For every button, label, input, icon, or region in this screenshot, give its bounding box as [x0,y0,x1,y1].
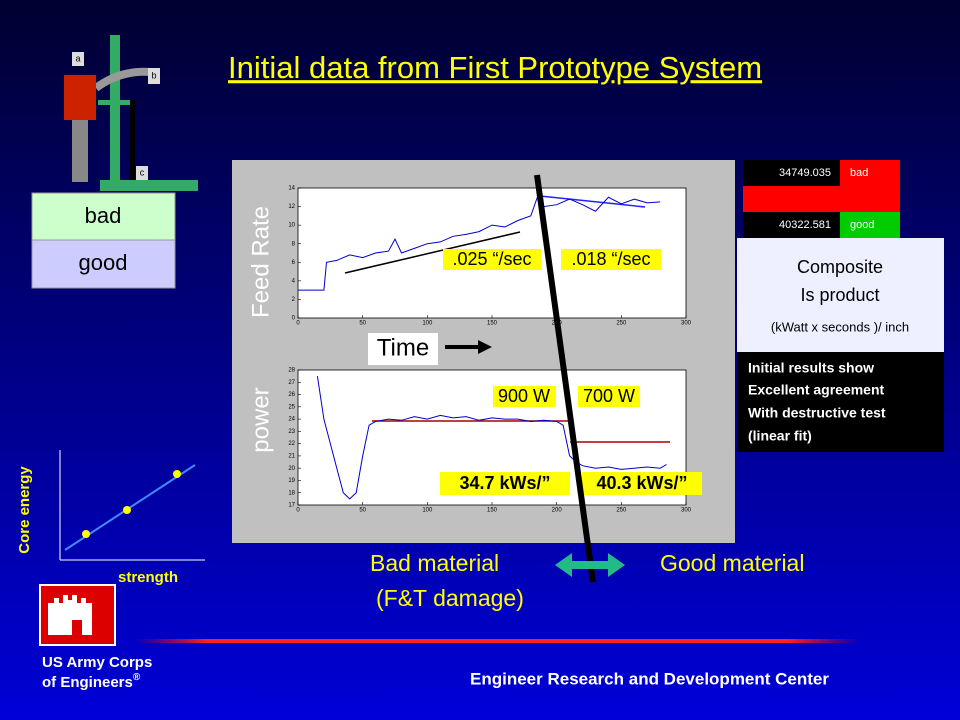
composite-text: Composite [797,257,883,277]
y-tick-label: 26 [288,392,295,398]
y-tick-label: 21 [288,453,295,459]
result-table: 34749.035 bad 40322.581 good [743,160,900,245]
org-line2: of Engineers® [42,672,141,691]
y-tick-label: 12 [288,204,295,210]
label-a: a [75,53,80,63]
results-text: Initial results show [748,360,874,376]
annot-box [493,386,556,407]
composite-text: Is product [800,285,879,305]
y-tick-label: 25 [288,404,295,410]
x-tick-label: 250 [616,321,627,327]
x-tick-label: 50 [359,321,366,327]
mini-chart [59,450,205,561]
y-tick-label: 2 [292,297,296,303]
series-line [316,376,667,500]
footer-center: Engineer Research and Development Center [470,669,829,688]
fit-line [344,231,521,274]
title: Initial data from First Prototype System [228,50,762,85]
series-line [298,196,661,291]
table-cell: 40322.581 [779,219,831,231]
y-tick-label: 4 [292,278,296,284]
feed-ylabel: Feed Rate [247,206,274,318]
annotation: 40.3 kWs/” [596,473,687,493]
x-tick-label: 150 [487,508,498,514]
annotation: .025 “/sec [452,249,531,269]
y-tick-label: 17 [288,503,295,509]
results-text: (linear fit) [748,428,812,444]
results-text: With destructive test [748,405,886,421]
annot-box [578,386,640,407]
y-tick-label: 6 [292,260,296,266]
fit-line [539,195,646,208]
annotation: 34.7 kWs/” [459,473,550,493]
y-tick-label: 20 [288,466,295,472]
y-tick-label: 28 [288,368,295,374]
y-tick-label: 8 [292,241,296,247]
damage: (F&T damage) [376,585,524,611]
mini-ylabel: Core energy [16,466,33,554]
composite-box [737,238,944,352]
footer-line [135,639,860,643]
label-b: b [151,70,156,80]
y-tick-label: 19 [288,478,295,484]
org-name: of Engineers [42,674,133,691]
x-tick-label: 100 [422,321,433,327]
reg-mark: ® [133,672,141,683]
x-tick-label: 50 [359,508,366,514]
table-cell: 34749.035 [779,167,831,179]
apparatus: a b c bad good [31,35,198,289]
time-box [368,333,438,365]
y-tick-label: 27 [288,380,295,386]
org-line1: US Army Corps [42,654,152,671]
time-arrow [445,340,492,354]
good-label: good [79,250,128,275]
annot-box [443,249,541,270]
divider-line [534,174,596,583]
x-tick-label: 200 [552,508,563,514]
good-material: Good material [660,550,804,576]
x-tick-label: 300 [681,508,692,514]
power-ylabel: power [247,387,274,452]
x-tick-label: 300 [681,321,692,327]
annot-box [582,472,702,495]
annot-box [561,249,661,270]
y-tick-label: 18 [288,490,295,496]
annot-box [440,472,570,495]
bad-label: bad [85,203,122,228]
y-tick-label: 23 [288,429,295,435]
time-label: Time [377,334,429,361]
x-tick-label: 100 [422,508,433,514]
x-tick-label: 0 [296,508,300,514]
logo [39,584,116,646]
mini-xlabel: strength [118,569,178,586]
label-c: c [140,167,145,177]
y-tick-label: 22 [288,441,295,447]
x-tick-label: 250 [616,508,627,514]
results-text: Excellent agreement [748,382,885,398]
y-tick-label: 24 [288,417,295,423]
x-tick-label: 150 [487,321,498,327]
table-cell: good [850,219,874,231]
y-tick-label: 14 [288,186,295,192]
y-tick-label: 0 [292,316,296,322]
annotation: 700 W [583,386,635,406]
results-box [737,352,944,452]
bad-material: Bad material [370,550,499,576]
x-tick-label: 0 [296,321,300,327]
composite-text: (kWatt x seconds )/ inch [771,319,909,334]
double-arrow [555,553,625,577]
annotation: .018 “/sec [571,249,650,269]
annotation: 900 W [498,386,550,406]
y-tick-label: 10 [288,223,295,229]
table-cell: bad [850,167,868,179]
